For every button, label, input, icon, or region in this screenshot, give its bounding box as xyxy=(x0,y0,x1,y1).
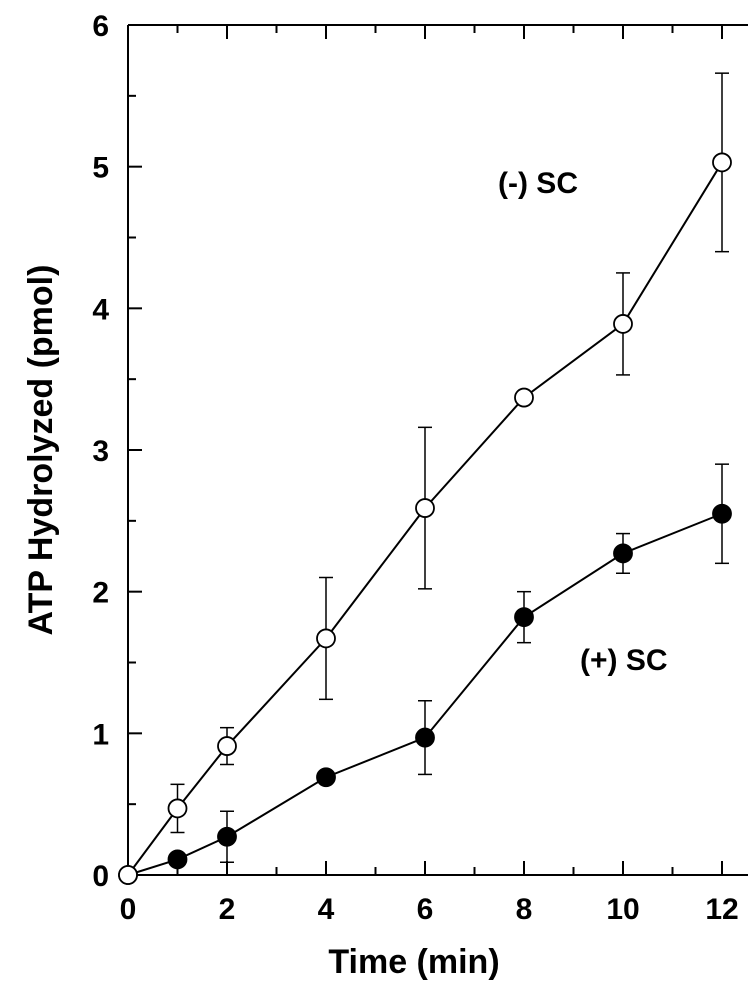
data-point xyxy=(613,314,633,334)
y-tick-label: 6 xyxy=(92,10,109,43)
data-point xyxy=(712,152,732,173)
x-tick-label: 6 xyxy=(417,893,434,926)
data-point xyxy=(217,826,237,847)
x-tick-label: 10 xyxy=(606,893,639,926)
data-point xyxy=(316,628,336,649)
data-point xyxy=(712,503,732,524)
y-tick-label: 5 xyxy=(92,152,109,185)
data-point xyxy=(118,865,138,885)
x-tick-label: 8 xyxy=(516,893,533,926)
x-tick-label: 12 xyxy=(705,893,738,926)
series-label-minus-sc: (-) SC xyxy=(498,167,578,200)
y-tick-label: 3 xyxy=(92,435,109,468)
y-axis-ticks: 0 1 2 3 4 5 6 xyxy=(92,10,142,893)
x-tick-label: 0 xyxy=(120,893,137,926)
y-tick-label: 0 xyxy=(92,860,109,893)
data-point xyxy=(415,727,435,748)
data-point xyxy=(613,543,633,564)
data-point xyxy=(514,607,534,628)
series-label-plus-sc: (+) SC xyxy=(580,644,668,677)
data-point xyxy=(217,736,237,756)
series-0 xyxy=(118,72,732,885)
data-point xyxy=(167,849,188,870)
data-point xyxy=(514,387,534,408)
series-line xyxy=(127,161,723,876)
series-1 xyxy=(118,463,732,885)
x-tick-label: 2 xyxy=(219,893,236,926)
x-tick-label: 4 xyxy=(318,893,335,926)
data-point xyxy=(415,498,435,518)
y-axis-title: ATP Hydrolyzed (pmol) xyxy=(22,265,60,636)
data-point xyxy=(316,767,336,788)
series-layer xyxy=(118,72,732,885)
x-axis-ticks: 0 2 4 6 8 10 12 xyxy=(120,25,739,926)
y-tick-label: 2 xyxy=(92,577,109,610)
data-point xyxy=(167,798,188,819)
x-axis-title: Time (min) xyxy=(328,943,499,981)
y-tick-label: 4 xyxy=(92,293,109,326)
y-tick-label: 1 xyxy=(92,718,109,751)
